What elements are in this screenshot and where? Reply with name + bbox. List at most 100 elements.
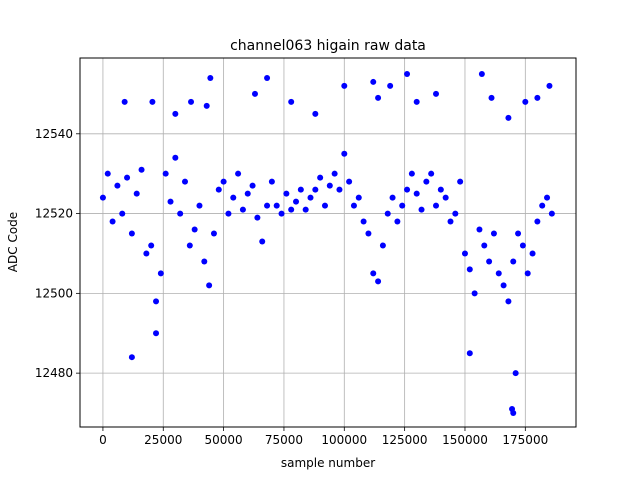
- data-point: [515, 230, 522, 237]
- data-point: [379, 242, 386, 249]
- data-point: [404, 70, 411, 77]
- data-point: [157, 270, 164, 277]
- data-point: [408, 170, 415, 177]
- data-point: [206, 282, 213, 289]
- data-point: [104, 170, 111, 177]
- data-point: [259, 238, 266, 245]
- data-point: [302, 206, 309, 213]
- data-point: [230, 194, 237, 201]
- data-point: [510, 410, 517, 417]
- data-point: [121, 98, 128, 105]
- data-point: [375, 278, 382, 285]
- data-point: [153, 298, 160, 305]
- data-point: [172, 154, 179, 161]
- data-point: [457, 178, 464, 185]
- data-point: [307, 194, 314, 201]
- data-point: [418, 206, 425, 213]
- data-point: [512, 370, 519, 377]
- x-tick-label: 125000: [382, 433, 428, 447]
- data-point: [365, 230, 372, 237]
- data-point: [114, 182, 121, 189]
- data-point: [220, 178, 227, 185]
- data-point: [109, 218, 116, 225]
- data-point: [495, 270, 502, 277]
- y-tick-label: 12540: [35, 127, 73, 141]
- x-axis-title: sample number: [281, 456, 375, 470]
- data-point: [273, 202, 280, 209]
- data-point: [394, 218, 401, 225]
- data-point: [534, 94, 541, 101]
- data-point: [326, 182, 333, 189]
- data-point: [478, 70, 485, 77]
- data-point: [476, 226, 483, 233]
- data-point: [321, 202, 328, 209]
- y-tick-label: 12520: [35, 207, 73, 221]
- data-point: [99, 194, 106, 201]
- x-tick-label: 0: [99, 433, 107, 447]
- data-point: [133, 190, 140, 197]
- data-point: [529, 250, 536, 257]
- data-point: [128, 230, 135, 237]
- x-tick-label: 75000: [265, 433, 303, 447]
- data-point: [181, 178, 188, 185]
- data-point: [461, 250, 468, 257]
- data-point: [331, 170, 338, 177]
- data-point: [251, 90, 258, 97]
- data-point: [534, 218, 541, 225]
- data-point: [346, 178, 353, 185]
- data-point: [350, 202, 357, 209]
- y-tick-label: 12500: [35, 286, 73, 300]
- x-tick-label: 25000: [144, 433, 182, 447]
- data-point: [153, 330, 160, 337]
- data-point: [124, 174, 131, 181]
- data-point: [442, 194, 449, 201]
- data-point: [268, 178, 275, 185]
- data-point: [466, 350, 473, 357]
- data-point: [254, 214, 261, 221]
- data-point: [148, 242, 155, 249]
- data-point: [210, 230, 217, 237]
- y-axis-ticks: 12480 12500 12520 12540: [35, 127, 80, 380]
- data-point: [522, 98, 529, 105]
- data-point: [249, 182, 256, 189]
- data-point: [389, 194, 396, 201]
- data-point: [336, 186, 343, 193]
- data-point: [196, 202, 203, 209]
- chart-title: channel063 higain raw data: [230, 38, 426, 54]
- data-point: [505, 114, 512, 121]
- data-point: [447, 218, 454, 225]
- data-point: [119, 210, 126, 217]
- data-point: [215, 186, 222, 193]
- data-point: [413, 98, 420, 105]
- data-point: [244, 190, 251, 197]
- data-point: [481, 242, 488, 249]
- data-points: [99, 70, 555, 417]
- data-point: [360, 218, 367, 225]
- data-point: [172, 110, 179, 117]
- data-point: [283, 190, 290, 197]
- data-point: [428, 170, 435, 177]
- data-point: [544, 194, 551, 201]
- data-point: [466, 266, 473, 273]
- data-point: [433, 202, 440, 209]
- data-point: [399, 202, 406, 209]
- plot-frame: [79, 57, 577, 428]
- data-point: [548, 210, 555, 217]
- data-point: [486, 258, 493, 265]
- x-axis-ticks: 0 25000 50000 75000 100000 125000 150000 175000: [99, 427, 548, 447]
- data-point: [387, 82, 394, 89]
- data-point: [312, 110, 319, 117]
- data-point: [341, 82, 348, 89]
- data-point: [524, 270, 531, 277]
- data-point: [341, 150, 348, 157]
- data-point: [207, 74, 214, 81]
- data-point: [490, 230, 497, 237]
- data-point: [437, 186, 444, 193]
- x-tick-label: 100000: [321, 433, 367, 447]
- data-point: [225, 210, 232, 217]
- data-point: [355, 194, 362, 201]
- data-point: [288, 206, 295, 213]
- data-point: [413, 190, 420, 197]
- data-point: [546, 82, 553, 89]
- y-axis-title: ADC Code: [6, 212, 20, 272]
